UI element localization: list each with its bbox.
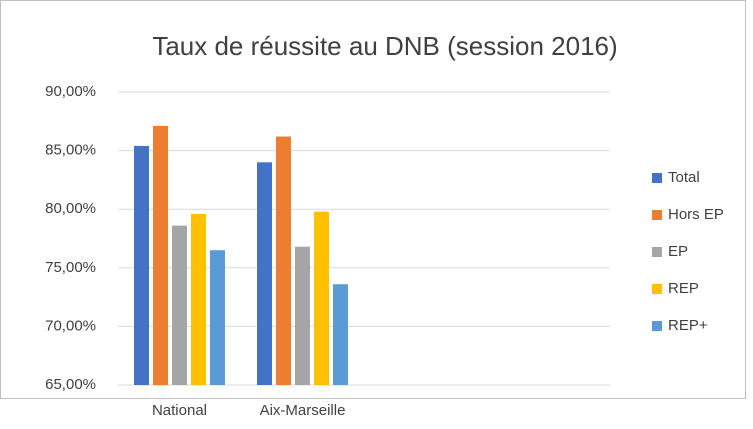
- chart-title: Taux de réussite au DNB (session 2016): [152, 31, 617, 61]
- y-tick-label: 70,00%: [45, 317, 96, 334]
- y-tick-label: 80,00%: [45, 200, 96, 217]
- legend-swatch: [652, 173, 662, 183]
- y-tick-label: 75,00%: [45, 259, 96, 276]
- bar: [153, 125, 168, 385]
- chart-frame: [0, 0, 746, 399]
- legend-label: EP: [668, 243, 688, 260]
- bar: [257, 162, 272, 385]
- bar: [172, 225, 187, 385]
- bar: [314, 211, 329, 385]
- legend-label: Hors EP: [668, 206, 724, 223]
- bar: [210, 250, 225, 385]
- legend-swatch: [652, 284, 662, 294]
- bar: [276, 136, 291, 385]
- legend-label: Total: [668, 169, 700, 186]
- x-tick-label: Aix-Marseille: [260, 402, 346, 419]
- legend-label: REP: [668, 280, 699, 297]
- bar: [191, 213, 206, 385]
- x-tick-label: National: [152, 402, 207, 419]
- bar: [134, 145, 149, 385]
- y-tick-label: 90,00%: [45, 83, 96, 100]
- bar: [295, 246, 310, 385]
- bar: [333, 284, 348, 385]
- y-tick-label: 65,00%: [45, 376, 96, 393]
- legend-label: REP+: [668, 317, 708, 334]
- y-tick-label: 85,00%: [45, 142, 96, 159]
- legend-swatch: [652, 247, 662, 257]
- legend-swatch: [652, 321, 662, 331]
- legend-swatch: [652, 210, 662, 220]
